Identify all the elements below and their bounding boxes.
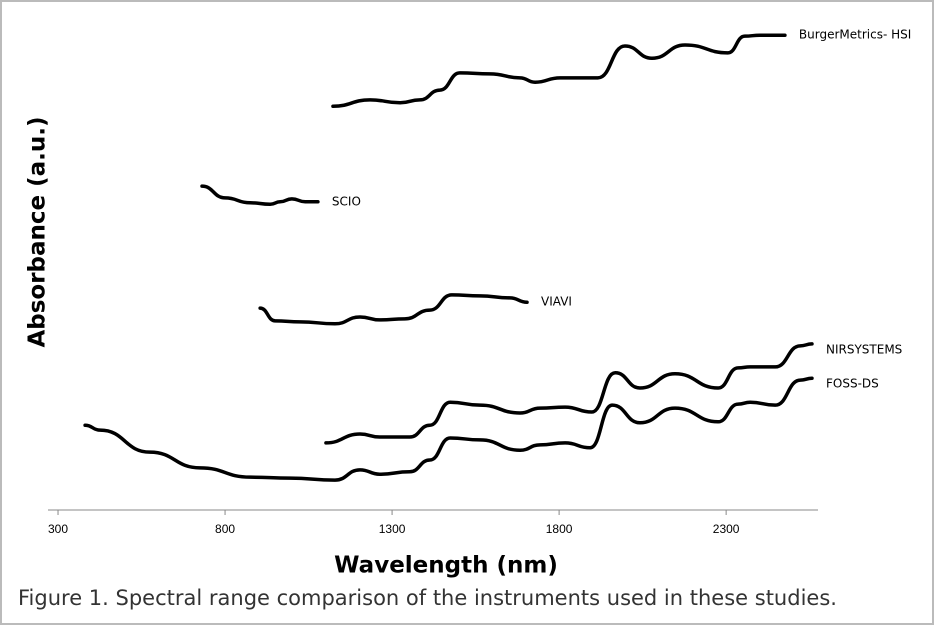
series-label: BurgerMetrics- HSI bbox=[799, 28, 911, 42]
x-tick-label: 1300 bbox=[379, 522, 406, 536]
spectrum-line bbox=[324, 342, 814, 445]
series-label: VIAVI bbox=[541, 295, 572, 309]
x-tick-label: 300 bbox=[48, 522, 68, 536]
series-label: NIRSYSTEMS bbox=[826, 342, 902, 356]
x-axis-title: Wavelength (nm) bbox=[334, 553, 558, 579]
series-label: SCIO bbox=[332, 194, 361, 208]
caption: Figure 1. Spectral range comparison of t… bbox=[18, 586, 837, 610]
series-label: FOSS-DS bbox=[826, 377, 879, 391]
spectrum-line bbox=[258, 293, 529, 326]
y-axis-title: Absorbance (a.u.) bbox=[25, 116, 51, 347]
x-tick-label: 1800 bbox=[546, 522, 573, 536]
x-tick-label: 2300 bbox=[713, 522, 740, 536]
x-tick-label: 800 bbox=[215, 522, 235, 536]
spectrum-line bbox=[200, 184, 320, 206]
spectrum-line bbox=[83, 376, 814, 482]
spectrum-line bbox=[331, 33, 787, 108]
